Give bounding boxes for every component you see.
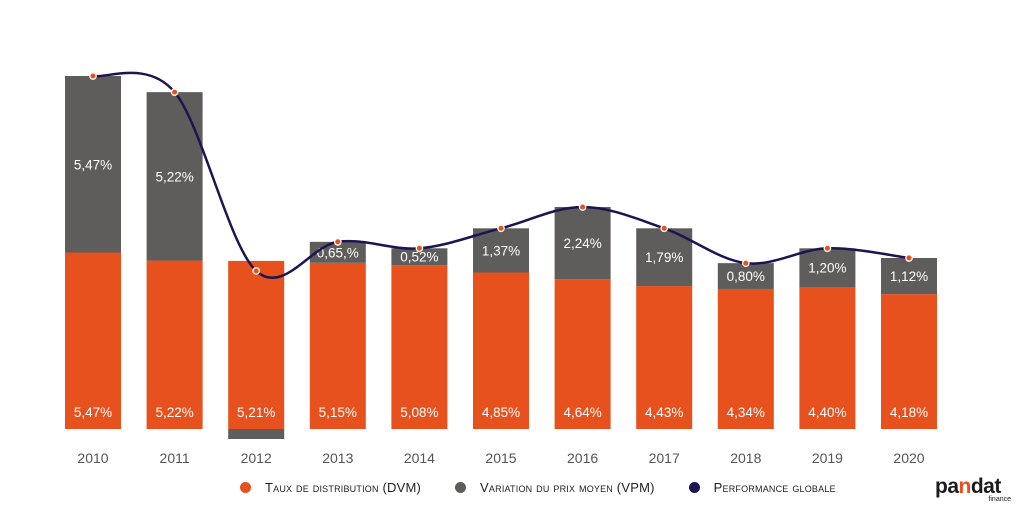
x-tick-label-2012: 2012 <box>241 450 272 466</box>
x-tick-label-2010: 2010 <box>77 450 108 466</box>
bar-label-vpm-2020: 1,12% <box>890 269 928 284</box>
bar-dvm-2018 <box>717 288 774 429</box>
bar-label-dvm-2013: 5,15% <box>319 405 357 420</box>
bar-dvm-2017 <box>636 286 693 429</box>
performance-point-2016 <box>578 203 587 211</box>
legend-label-dvm: Taux de distribution (DVM) <box>265 480 422 495</box>
performance-point-2010 <box>89 72 97 80</box>
bar-label-vpm-2018: 0,80% <box>727 269 765 284</box>
performance-point-2020 <box>905 254 913 262</box>
bar-vpm-2014 <box>391 248 448 266</box>
bar-vpm-2019 <box>799 248 856 288</box>
bar-label-dvm-2020: 4,18% <box>890 405 928 420</box>
x-tick-label-2013: 2013 <box>322 450 353 466</box>
performance-point-2019 <box>823 244 832 253</box>
bar-label-dvm-2018: 4,34% <box>727 405 765 420</box>
x-tick-label-2015: 2015 <box>485 450 516 466</box>
bar-label-dvm-2011: 5,22% <box>155 405 193 420</box>
bar-label-vpm-2011: 5,22% <box>155 169 193 184</box>
legend-item-performance: Performance globale <box>688 480 836 495</box>
bar-label-vpm-2019: 1,20% <box>808 261 846 276</box>
bar-dvm-2020 <box>881 294 937 429</box>
bar-vpm-2015 <box>473 228 529 273</box>
bar-label-dvm-2010: 5,47% <box>74 405 112 420</box>
performance-point-2018 <box>741 259 750 267</box>
bar-label-dvm-2012: 5,21% <box>237 405 275 420</box>
legend-dot-performance <box>688 482 700 493</box>
bar-vpm-2012 <box>228 429 285 440</box>
bar-label-vpm-2016: 2,24% <box>563 236 601 251</box>
x-tick-label-2017: 2017 <box>649 450 680 466</box>
x-tick-label-2016: 2016 <box>567 450 598 466</box>
bar-label-vpm-2015: 1,37% <box>482 243 520 258</box>
performance-line <box>92 71 910 279</box>
bar-label-dvm-2014: 5,08% <box>400 405 438 420</box>
x-tick-label-2011: 2011 <box>160 450 190 466</box>
chart-legend: Taux de distribution (DVM) Variation du … <box>240 480 870 495</box>
bar-label-dvm-2016: 4,64% <box>563 405 601 420</box>
logo-subtitle: finance <box>988 496 1011 503</box>
bar-dvm-2012 <box>228 260 285 429</box>
bar-vpm-2020 <box>881 257 937 295</box>
legend-item-dvm: Taux de distribution (DVM) <box>240 480 421 495</box>
performance-point-2014 <box>415 244 424 253</box>
logo-part-1: pa <box>935 475 959 498</box>
bar-vpm-2010 <box>65 76 121 253</box>
performance-point-2017 <box>660 224 669 233</box>
stacked-bar-chart: 5,47% 5,47% 2010 5,22% 5,22% 2011 5,21% 2012 5,1… <box>65 71 937 466</box>
x-tick-label-2019: 2019 <box>812 450 843 466</box>
bar-dvm-2015 <box>473 272 529 429</box>
logo-wordmark: pandat <box>935 476 1015 498</box>
x-tick-label-2020: 2020 <box>893 450 924 466</box>
pandat-logo: pandat finance <box>935 476 1015 510</box>
legend-label-vpm: Variation du prix moyen (VPM) <box>480 480 655 495</box>
bar-dvm-2010 <box>65 252 121 429</box>
bar-dvm-2016 <box>554 279 611 429</box>
bar-label-dvm-2019: 4,40% <box>808 405 846 420</box>
legend-label-performance: Performance globale <box>713 480 836 495</box>
bar-vpm-2017 <box>636 228 693 287</box>
performance-point-2011 <box>170 88 179 96</box>
x-tick-label-2014: 2014 <box>404 450 435 466</box>
logo-part-2: n <box>958 475 972 498</box>
bar-label-vpm-2013: 0,65,% <box>317 245 359 260</box>
bar-dvm-2011 <box>146 260 203 429</box>
bar-vpm-2011 <box>146 92 203 261</box>
legend-item-vpm: Variation du prix moyen (VPM) <box>455 480 655 495</box>
bar-label-vpm-2017: 1,79% <box>645 250 683 265</box>
bar-vpm-2016 <box>554 207 611 280</box>
performance-point-2013 <box>333 238 342 246</box>
bar-label-vpm-2010: 5,47% <box>74 157 112 172</box>
bar-label-dvm-2015: 4,85% <box>482 405 520 420</box>
bar-dvm-2014 <box>391 265 448 429</box>
performance-point-2015 <box>497 224 505 233</box>
performance-point-2012 <box>252 267 261 275</box>
bar-label-vpm-2014: 0,52% <box>400 250 438 265</box>
bar-dvm-2013 <box>309 262 366 429</box>
bar-vpm-2018 <box>717 263 774 289</box>
logo-part-3: dat <box>970 475 1002 498</box>
x-tick-label-2018: 2018 <box>730 450 761 466</box>
bar-dvm-2019 <box>799 287 856 429</box>
bar-label-dvm-2017: 4,43% <box>645 405 683 420</box>
legend-dot-dvm <box>240 482 251 493</box>
legend-dot-vpm <box>455 482 467 493</box>
